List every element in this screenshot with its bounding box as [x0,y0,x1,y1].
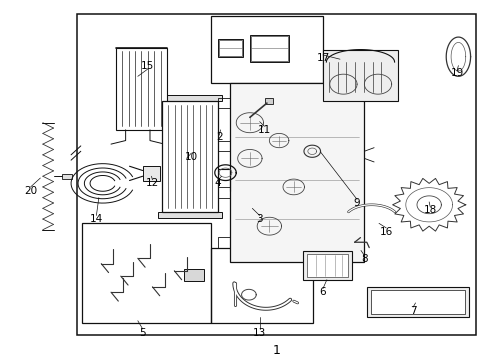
Text: 8: 8 [361,254,368,264]
Bar [219,40,242,56]
Text: 4: 4 [215,178,221,188]
Text: 19: 19 [450,68,464,78]
Text: 9: 9 [354,198,360,208]
Bar [230,84,365,262]
Text: 1: 1 [273,344,281,357]
Bar [143,166,160,181]
Bar [307,254,348,277]
Bar [323,50,398,101]
Bar [158,95,222,101]
Text: 10: 10 [185,152,198,162]
Text: 2: 2 [216,132,222,142]
Text: 3: 3 [256,214,263,224]
Bar [367,287,469,317]
Text: 17: 17 [317,54,330,63]
Bar [303,251,352,280]
Text: 5: 5 [139,328,146,338]
Text: 11: 11 [258,125,271,135]
Text: 6: 6 [319,287,326,297]
Bar [158,212,222,218]
Text: 14: 14 [90,214,103,224]
Bar [266,98,273,104]
Text: 16: 16 [380,226,393,237]
Bar [62,174,72,179]
Bar [77,14,476,335]
Bar [184,269,203,282]
Text: 13: 13 [253,328,266,338]
Text: 7: 7 [410,306,416,316]
Bar [211,16,323,84]
Text: 12: 12 [146,178,159,188]
Text: 18: 18 [423,205,437,215]
Text: 15: 15 [141,60,154,71]
Bar [116,48,167,130]
Text: 20: 20 [24,185,37,195]
Bar [371,290,465,314]
Bar [250,35,289,62]
Bar [162,101,218,212]
Bar [251,36,288,61]
Bar [82,222,211,323]
Bar [211,248,313,323]
Bar [218,39,243,57]
